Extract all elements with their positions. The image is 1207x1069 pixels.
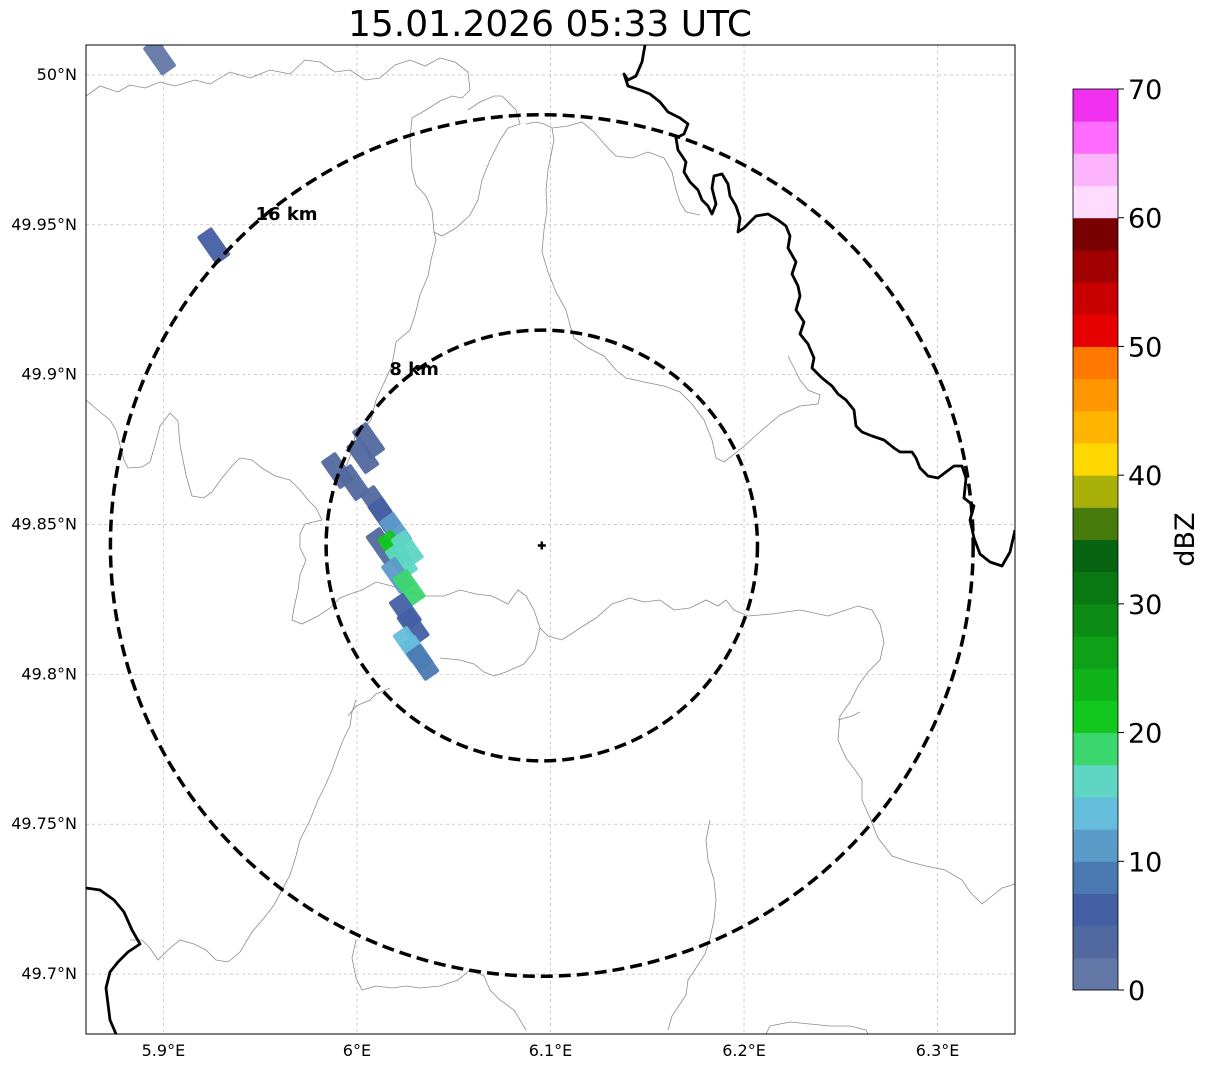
colorbar-segment — [1073, 829, 1118, 862]
colorbar-segment — [1073, 346, 1118, 380]
range-ring — [324, 328, 760, 763]
colorbar-segment — [1073, 796, 1118, 830]
colorbar-tick-label: 10 — [1128, 847, 1162, 878]
reflectivity-cell — [197, 227, 231, 265]
colorbar-segment — [1073, 925, 1118, 959]
colorbar-segment — [1073, 153, 1118, 187]
colorbar-segment — [1073, 410, 1118, 444]
reflectivity-cell — [143, 45, 176, 76]
colorbar-segment — [1073, 185, 1118, 219]
colorbar-frame — [1072, 88, 1119, 991]
colorbar-segment — [1073, 314, 1118, 347]
y-tick-label: 49.9°N — [21, 365, 77, 384]
colorbar-segment — [1073, 764, 1118, 798]
colorbar-segment — [1073, 603, 1118, 637]
y-tick-label: 49.8°N — [21, 664, 77, 683]
map-title: 15.01.2026 05:33 UTC — [347, 4, 753, 45]
colorbar-tick-label: 70 — [1128, 75, 1162, 106]
colorbar-segment — [1073, 539, 1118, 573]
x-tick-label: 6°E — [343, 1041, 371, 1060]
x-tick-label: 6.1°E — [529, 1041, 573, 1060]
colorbar-label: dBZ — [1170, 512, 1201, 566]
colorbar-tick-label: 60 — [1128, 204, 1162, 235]
colorbar-segment — [1073, 217, 1118, 251]
x-tick-label: 6.2°E — [722, 1041, 766, 1060]
radar-site-marker — [537, 541, 546, 550]
colorbar-segment — [1073, 732, 1118, 766]
colorbar-segment — [1073, 282, 1118, 315]
range-ring-label: 16 km — [256, 204, 318, 225]
range-ring — [108, 112, 975, 978]
y-tick-label: 49.95°N — [11, 215, 77, 234]
x-tick-label: 5.9°E — [142, 1041, 186, 1060]
colorbar-segment — [1073, 668, 1118, 701]
regional-boundaries — [86, 57, 1015, 1034]
reflectivity-cell — [346, 437, 380, 474]
reflectivity-cell — [336, 464, 370, 501]
colorbar-segment — [1073, 121, 1118, 154]
y-tick-label: 50°N — [37, 65, 77, 84]
reflectivity-cell — [390, 530, 424, 567]
colorbar-tick-label: 50 — [1128, 332, 1162, 363]
reflectivity-cell — [392, 569, 426, 606]
colorbar-segment — [1073, 957, 1118, 991]
colorbar-tick-label: 0 — [1128, 976, 1145, 1007]
colorbar-tick-label: 20 — [1128, 719, 1162, 750]
y-tick-label: 49.75°N — [11, 814, 77, 833]
x-tick-label: 6.3°E — [916, 1041, 960, 1060]
colorbar-segment — [1073, 89, 1118, 122]
reflectivity-cell — [396, 608, 430, 645]
colorbar-segment — [1073, 636, 1118, 669]
colorbar-segment — [1073, 700, 1118, 734]
range-rings — [108, 112, 975, 978]
reflectivity-cell — [406, 644, 440, 681]
colorbar-segment — [1073, 893, 1118, 927]
map-frame — [85, 44, 1016, 1035]
gridlines — [86, 45, 1015, 1034]
colorbar-segment — [1073, 571, 1118, 605]
range-ring-label: 8 km — [389, 359, 439, 380]
reflectivity-cell — [385, 542, 418, 579]
colorbar-segment — [1073, 861, 1118, 894]
colorbar-segment — [1073, 507, 1118, 540]
y-tick-label: 49.7°N — [21, 964, 77, 983]
colorbar-segment — [1073, 442, 1118, 476]
colorbar-tick-label: 40 — [1128, 461, 1162, 492]
colorbar: 0 10 20 30 40 50 60 70 dBZ — [1072, 75, 1201, 1007]
colorbar-tick-label: 30 — [1128, 590, 1162, 621]
colorbar-segment — [1073, 378, 1118, 412]
colorbar-segment — [1073, 249, 1118, 283]
y-tick-label: 49.85°N — [11, 515, 77, 534]
colorbar-segment — [1073, 475, 1118, 508]
